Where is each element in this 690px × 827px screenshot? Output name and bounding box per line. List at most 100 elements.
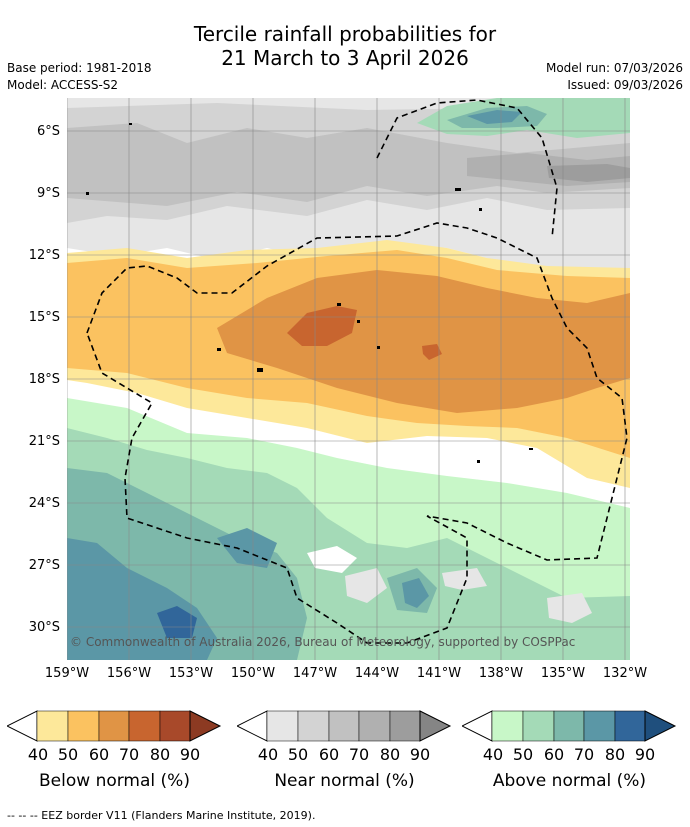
cb-above-tick: 60	[543, 745, 565, 764]
above-normal-ne-70	[467, 110, 522, 124]
cb-below-swatch-40	[36, 710, 69, 742]
cb-near-swatch-60	[328, 710, 360, 742]
cb-below-title: Below normal (%)	[39, 771, 190, 791]
island-2	[86, 192, 89, 195]
meta-right: Model run: 07/03/2026 Issued: 09/03/2026	[546, 60, 683, 94]
map-canvas: © Commonwealth of Australia 2026, Bureau…	[67, 98, 630, 660]
island-7	[217, 348, 221, 351]
cb-above-tick: 40	[482, 745, 504, 764]
cb-near-swatch-40	[266, 710, 299, 742]
cb-above-swatch-80	[614, 710, 646, 742]
map-title: Tercile rainfall probabilities for 21 Ma…	[0, 22, 690, 70]
below-normal-70-spot	[422, 344, 442, 360]
title-line-1: Tercile rainfall probabilities for	[193, 22, 497, 46]
lon-label: 159°W	[44, 666, 90, 681]
cb-near-tick: 50	[287, 745, 309, 764]
eez-borders	[86, 99, 628, 644]
cb-above-high-arrow	[644, 710, 677, 742]
cb-above-swatch-40	[491, 710, 524, 742]
no-signal-patch-1	[307, 546, 357, 573]
cb-below-swatch-60	[98, 710, 130, 742]
cb-near-tick: 80	[379, 745, 401, 764]
cb-below-tick: 60	[88, 745, 110, 764]
cb-below-high-arrow	[189, 710, 222, 742]
lat-label: 6°S	[36, 124, 60, 139]
cb-above-tick: 90	[634, 745, 656, 764]
colorbar-near-normal: 40 50 60 70 80 90 Near normal (%)	[235, 710, 452, 791]
lon-label: 153°W	[168, 666, 214, 681]
lat-label: 30°S	[28, 620, 60, 635]
cb-above-swatch-50	[522, 710, 555, 742]
cb-below-swatch-50	[67, 710, 100, 742]
cb-near-swatch-80	[389, 710, 421, 742]
islands	[86, 123, 533, 463]
cb-below-tick: 90	[179, 745, 201, 764]
lat-label: 21°S	[28, 434, 60, 449]
meta-left: Base period: 1981-2018 Model: ACCESS-S2	[7, 60, 152, 94]
cb-below-tick: 70	[118, 745, 140, 764]
cb-above-tick: 80	[604, 745, 626, 764]
cb-above-tick: 70	[573, 745, 595, 764]
probability-map: © Commonwealth of Australia 2026, Bureau…	[67, 98, 630, 660]
cb-near-tick: 70	[348, 745, 370, 764]
lon-label: 138°W	[478, 666, 524, 681]
near-normal-patch-2	[442, 568, 487, 590]
island-10	[477, 460, 480, 463]
lon-label: 135°W	[540, 666, 586, 681]
cb-below-tick: 80	[149, 745, 171, 764]
title-line-2: 21 March to 3 April 2026	[221, 46, 469, 70]
cb-above-low-arrow	[460, 710, 493, 742]
colorbar-above-normal: 40 50 60 70 80 90 Above normal (%)	[460, 710, 677, 791]
above-normal-se-70	[402, 578, 429, 608]
lon-label: 144°W	[354, 666, 400, 681]
eez-border-northeast	[376, 99, 558, 239]
colorbar-above-svg	[460, 710, 677, 742]
cb-near-tick: 90	[409, 745, 431, 764]
below-normal-60-region	[217, 270, 630, 413]
island-6	[357, 320, 360, 323]
near-normal-80-region	[547, 164, 630, 182]
lon-label: 141°W	[416, 666, 462, 681]
lat-label: 18°S	[28, 372, 60, 387]
cb-below-swatch-80	[159, 710, 191, 742]
cb-near-title: Near normal (%)	[274, 771, 415, 791]
near-normal-patch-1	[345, 568, 387, 603]
cb-above-swatch-70	[583, 710, 616, 742]
cb-below-low-arrow	[5, 710, 38, 742]
eez-legend: -- -- -- EEZ border V11 (Flanders Marine…	[7, 809, 316, 822]
lon-label: 147°W	[292, 666, 338, 681]
model-name: Model: ACCESS-S2	[7, 78, 119, 92]
cb-above-swatch-60	[553, 710, 585, 742]
island-3	[455, 188, 461, 191]
cb-near-low-arrow	[235, 710, 268, 742]
island-9	[377, 346, 380, 349]
eez-border-french-polynesia	[86, 222, 628, 644]
colorbar-below-normal: 40 50 60 70 80 90 Below normal (%)	[5, 710, 222, 791]
lat-label: 24°S	[28, 496, 60, 511]
island-4	[479, 208, 482, 211]
lat-label: 9°S	[36, 186, 60, 201]
lon-label: 150°W	[230, 666, 276, 681]
cb-near-tick: 60	[318, 745, 340, 764]
cb-near-swatch-50	[297, 710, 330, 742]
cb-above-tick: 50	[512, 745, 534, 764]
colorbar-below-svg	[5, 710, 222, 742]
island-5	[337, 303, 341, 306]
above-normal-80-region	[157, 606, 197, 638]
cb-below-tick: 40	[27, 745, 49, 764]
graticule	[67, 98, 630, 660]
lon-label: 156°W	[106, 666, 152, 681]
issued-date: Issued: 09/03/2026	[567, 78, 683, 92]
cb-near-swatch-70	[358, 710, 391, 742]
lon-label: 132°W	[602, 666, 648, 681]
lat-label: 27°S	[28, 558, 60, 573]
lat-label: 15°S	[28, 310, 60, 325]
cb-near-high-arrow	[419, 710, 452, 742]
island-11	[529, 448, 533, 450]
below-normal-70-region	[287, 306, 357, 346]
colorbar-near-svg	[235, 710, 452, 742]
base-period: Base period: 1981-2018	[7, 61, 152, 75]
copyright-text: © Commonwealth of Australia 2026, Bureau…	[70, 635, 575, 649]
near-normal-60-region	[67, 123, 630, 206]
cb-above-title: Above normal (%)	[492, 771, 647, 791]
